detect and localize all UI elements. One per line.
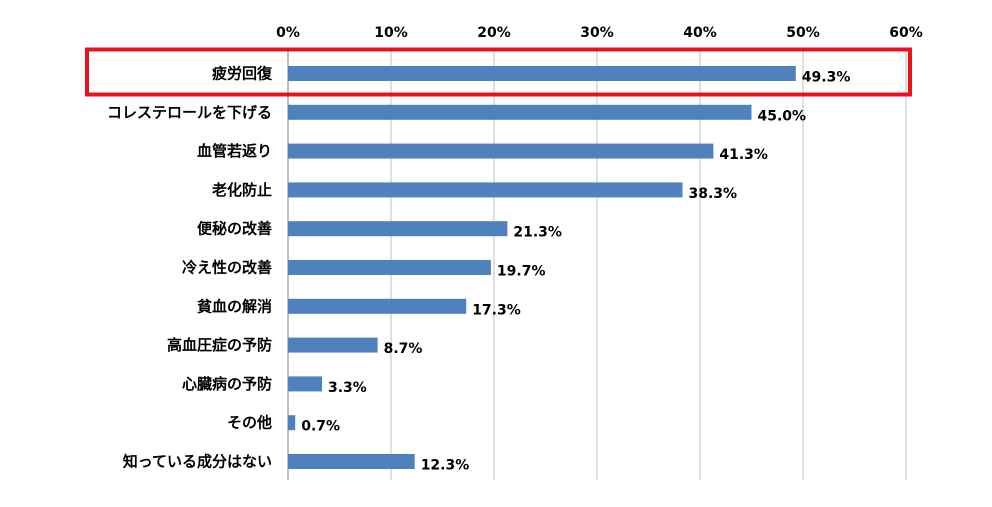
data-labels: 49.3% 45.0% 41.3% 38.3% 21.3% 19.7% 17.3% 8.7% 3…: [301, 70, 850, 474]
category-label: 老化防止: [211, 181, 272, 199]
category-label: 便秘の改善: [197, 220, 272, 238]
category-label: 貧血の解消: [197, 297, 272, 315]
bar: [288, 376, 322, 392]
x-tick-label: 20%: [477, 25, 511, 41]
bar: [288, 454, 415, 469]
category-label: 血管若返り: [197, 142, 272, 160]
bar: [288, 415, 296, 431]
x-axis-tick-labels: 0% 10% 20% 30% 40% 50% 60%: [276, 25, 923, 41]
bar: [288, 260, 491, 275]
x-tick-label: 10%: [374, 25, 408, 41]
bar: [288, 337, 378, 353]
bar: [288, 143, 714, 159]
data-label: 21.3%: [513, 225, 562, 241]
data-label: 38.3%: [688, 186, 737, 202]
category-label: 冷え性の改善: [182, 259, 272, 277]
x-tick-label: 30%: [580, 25, 614, 41]
data-label: 45.0%: [758, 108, 807, 124]
category-labels: 疲労回復コレステロールを下げる血管若返り老化防止便秘の改善冷え性の改善貧血の解消…: [107, 65, 273, 471]
x-tick-label: 50%: [786, 25, 820, 41]
bar: [288, 298, 467, 314]
bar: [288, 182, 683, 198]
gridlines: [287, 51, 907, 480]
x-tick-label: 0%: [276, 25, 300, 41]
highlight-layer: [85, 47, 912, 97]
data-label: 0.7%: [301, 419, 340, 435]
category-label: 高血圧症の予防: [167, 336, 272, 354]
data-label: 19.7%: [497, 264, 546, 280]
data-label: 8.7%: [384, 341, 423, 357]
data-label: 49.3%: [802, 70, 851, 86]
highlight-box: [85, 47, 912, 97]
data-label: 12.3%: [421, 458, 470, 474]
x-tick-label: 60%: [889, 25, 923, 41]
data-label: 3.3%: [328, 380, 367, 396]
category-label: 心臓病の予防: [182, 375, 272, 393]
category-label: 知っている成分はない: [123, 453, 272, 471]
bar: [288, 221, 508, 237]
data-label: 17.3%: [472, 302, 521, 318]
category-label: 疲労回復: [212, 65, 273, 83]
x-tick-label: 40%: [683, 25, 717, 41]
category-label: コレステロールを下げる: [107, 103, 272, 121]
bars: [288, 66, 796, 469]
bar: [288, 104, 752, 120]
data-label: 41.3%: [719, 147, 768, 163]
bar: [288, 66, 796, 81]
category-label: その他: [227, 414, 272, 432]
